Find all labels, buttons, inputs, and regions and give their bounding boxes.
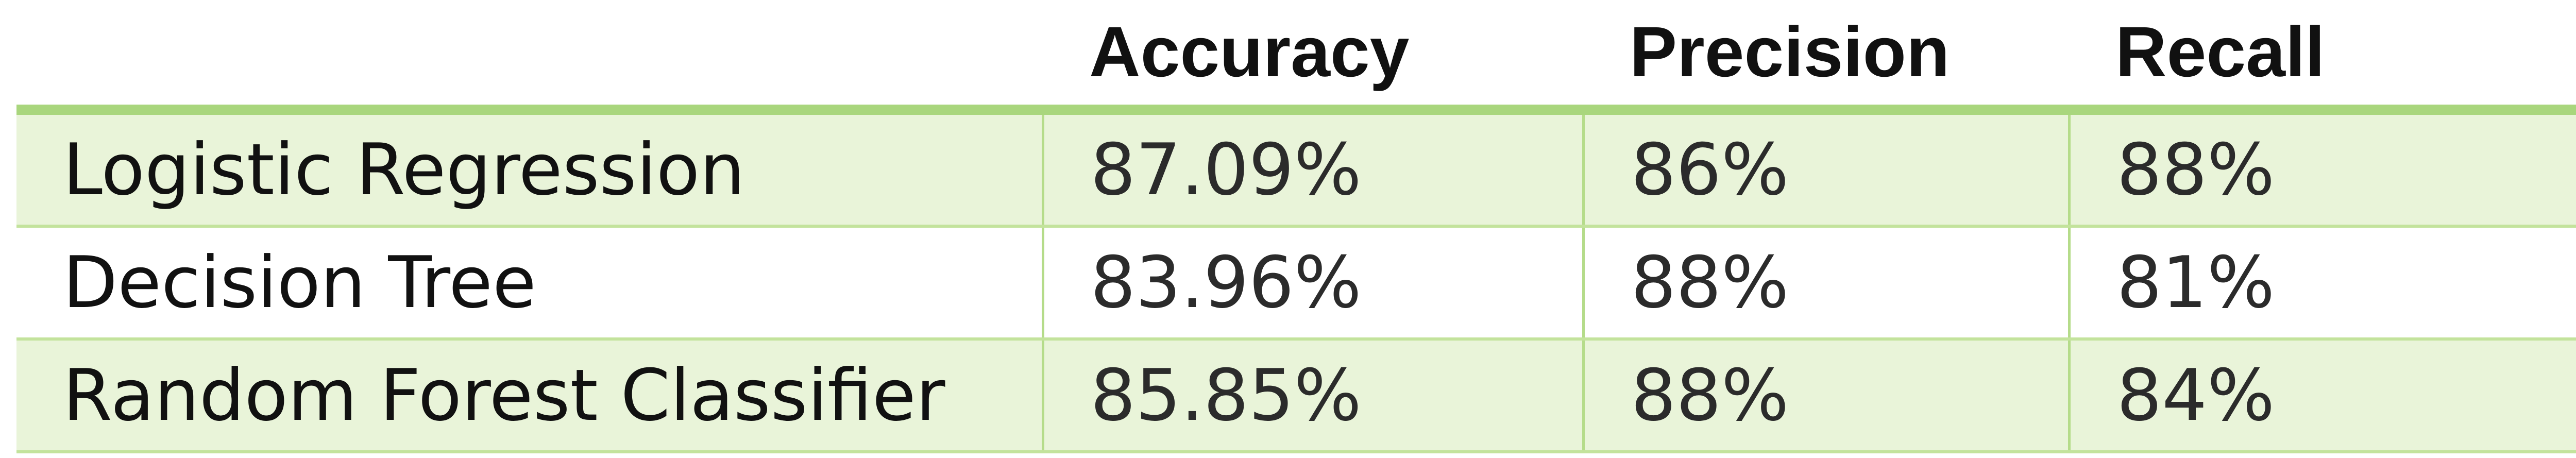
cell-precision: 88% (1582, 226, 2069, 341)
cell-recall: 81% (2067, 226, 2576, 341)
cell-precision: 86% (1582, 110, 2069, 228)
row-label-decision-tree: Decision Tree (16, 226, 1043, 341)
cell-accuracy: 87.09% (1041, 110, 1583, 228)
cell-accuracy: 85.85% (1041, 339, 1583, 453)
cell-accuracy: 83.96% (1041, 226, 1583, 341)
row-label-random-forest-classifier: Random Forest Classifier (16, 339, 1043, 453)
header-precision: Precision (1583, 0, 2069, 115)
header-row: Accuracy Precision Recall (16, 0, 2576, 115)
table-row: Logistic Regression 87.09% 86% 88% (16, 110, 2576, 228)
header-accuracy: Accuracy (1043, 0, 1583, 115)
cell-recall: 84% (2067, 339, 2576, 453)
model-metrics-table: Accuracy Precision Recall Logistic Regre… (16, 0, 2576, 453)
header-recall: Recall (2069, 0, 2576, 115)
metrics-table-container: Accuracy Precision Recall Logistic Regre… (16, 0, 2576, 458)
row-label-logistic-regression: Logistic Regression (16, 110, 1043, 228)
header-corner-cell (16, 0, 1043, 115)
table-row: Random Forest Classifier 85.85% 88% 84% (16, 339, 2576, 453)
cell-precision: 88% (1582, 339, 2069, 453)
table-row: Decision Tree 83.96% 88% 81% (16, 226, 2576, 341)
cell-recall: 88% (2067, 110, 2576, 228)
